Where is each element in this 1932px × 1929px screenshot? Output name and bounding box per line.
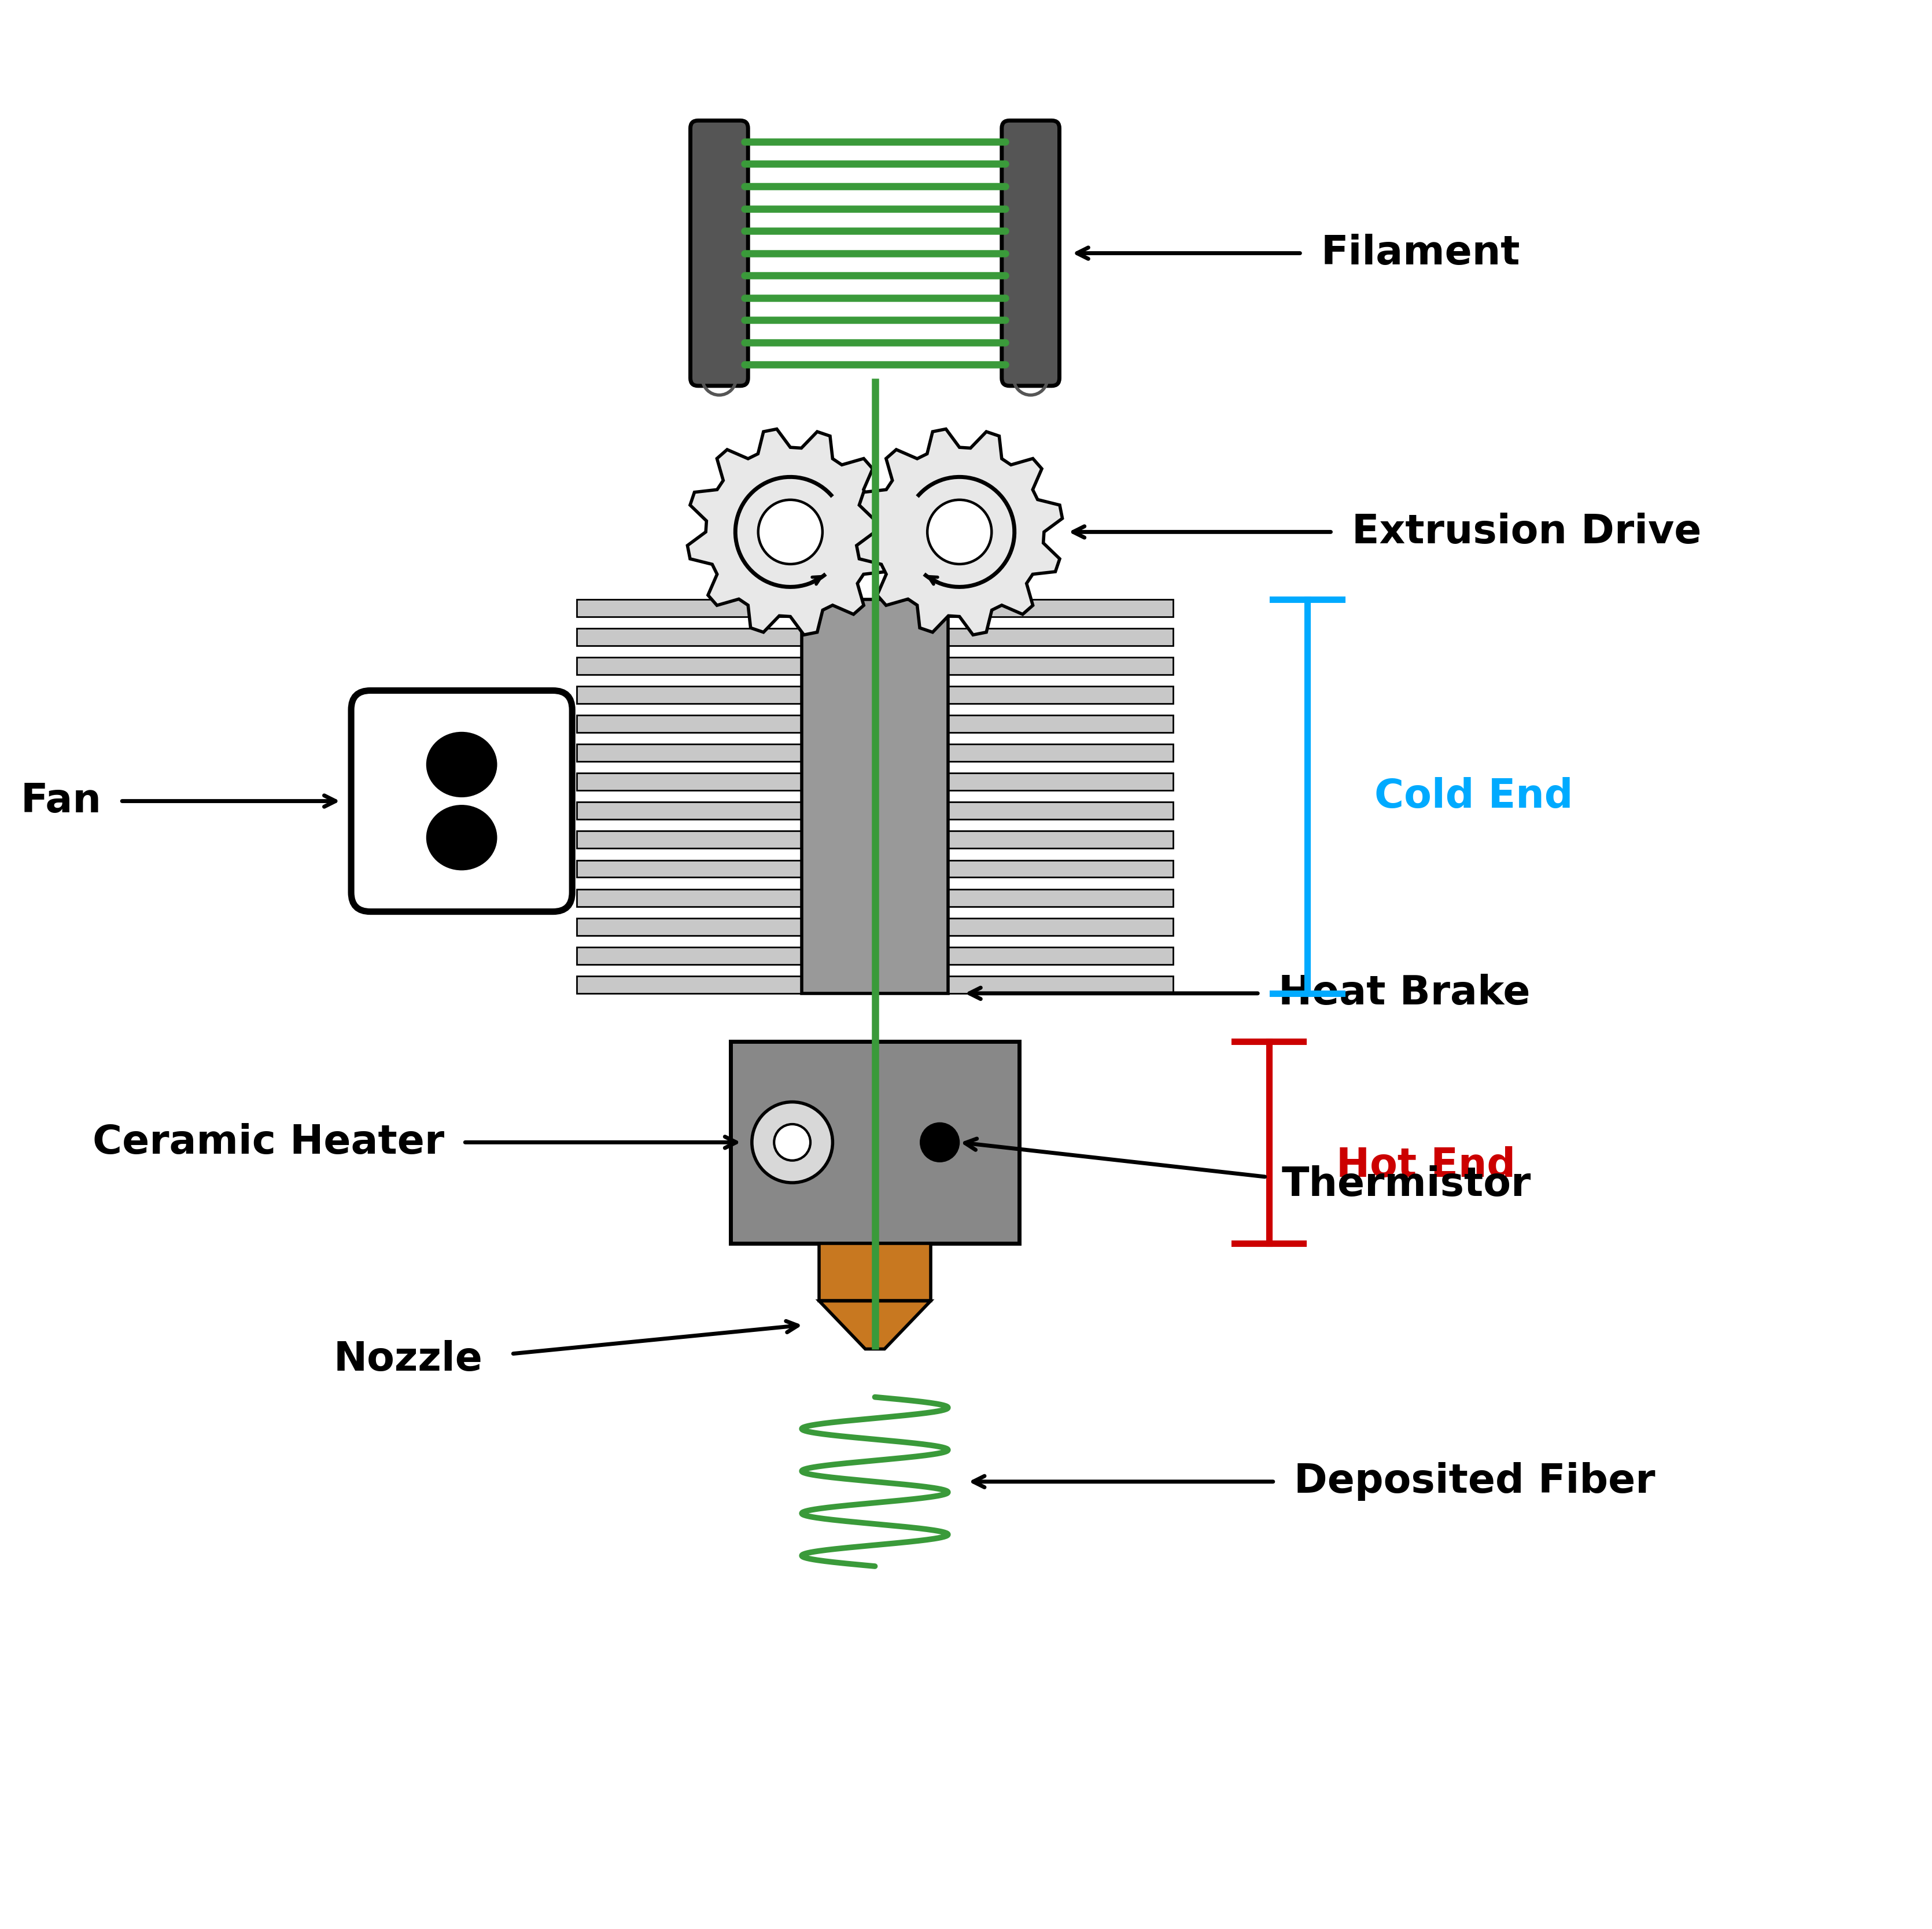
Text: Filament: Filament [1321, 233, 1520, 272]
FancyBboxPatch shape [1003, 120, 1059, 386]
Bar [578, 802, 1173, 820]
Bar [578, 918, 1173, 936]
Bar [578, 716, 1173, 733]
Ellipse shape [427, 733, 497, 797]
Polygon shape [856, 428, 1063, 635]
Ellipse shape [427, 806, 497, 870]
Bar [802, 600, 949, 993]
Circle shape [927, 500, 991, 563]
Text: Cold End: Cold End [1376, 777, 1573, 816]
FancyBboxPatch shape [352, 691, 572, 912]
Text: Thermistor: Thermistor [1283, 1165, 1532, 1204]
Circle shape [752, 1101, 833, 1182]
Text: DrDFlo.com: DrDFlo.com [885, 739, 904, 853]
Bar [578, 600, 1173, 617]
Polygon shape [819, 1300, 931, 1348]
Text: Heat Brake: Heat Brake [1279, 974, 1530, 1013]
Circle shape [920, 1123, 958, 1161]
Bar [578, 687, 1173, 704]
Bar [578, 889, 1173, 907]
Bar [578, 976, 1173, 993]
Bar [578, 658, 1173, 675]
Polygon shape [688, 428, 893, 635]
Text: Nozzle: Nozzle [334, 1341, 483, 1379]
Bar [578, 745, 1173, 762]
Bar [730, 1042, 1018, 1244]
Text: Fan: Fan [21, 781, 100, 820]
Circle shape [757, 500, 823, 563]
Bar [578, 774, 1173, 791]
Text: Deposited Fiber: Deposited Fiber [1294, 1462, 1656, 1501]
Bar [578, 629, 1173, 646]
FancyBboxPatch shape [690, 120, 748, 386]
Text: Hot End: Hot End [1337, 1146, 1515, 1184]
Bar [578, 860, 1173, 878]
Circle shape [775, 1125, 810, 1161]
Bar [578, 831, 1173, 849]
Bar [819, 1244, 931, 1300]
Bar [578, 947, 1173, 964]
Text: Extrusion Drive: Extrusion Drive [1352, 513, 1702, 552]
Text: Ceramic Heater: Ceramic Heater [93, 1123, 444, 1161]
